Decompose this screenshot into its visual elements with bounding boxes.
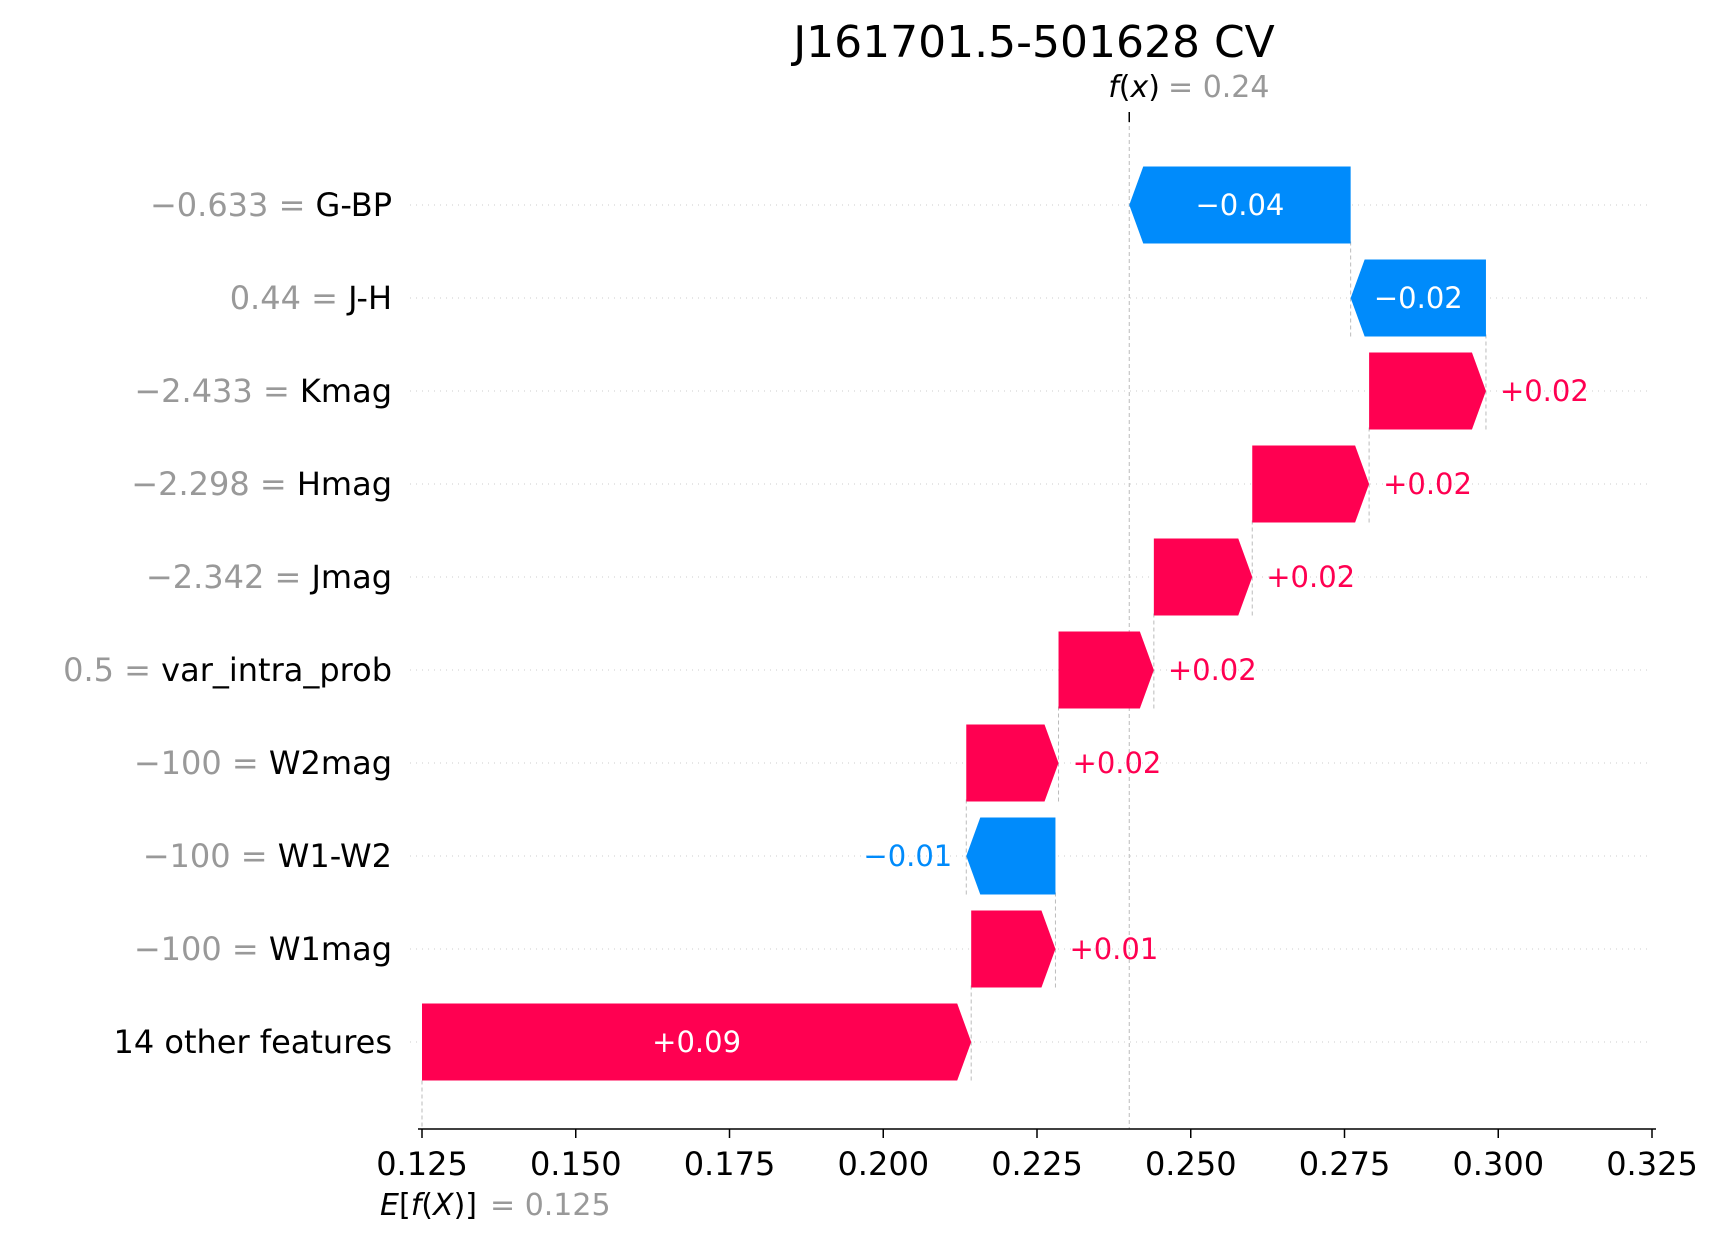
- bar-jmag: [1153, 538, 1253, 616]
- bar-w2mag: [966, 724, 1059, 802]
- base-annotation: E[f(X)] = 0.125: [380, 1188, 611, 1223]
- feature-label: −2.433 = Kmag: [134, 372, 392, 410]
- bar-14-other-features: [422, 1003, 972, 1081]
- bar-hmag: [1252, 445, 1370, 523]
- x-tick-label: 0.225: [991, 1145, 1083, 1183]
- feature-labels: −0.633 = G-BP 0.44 = J-H −2.433 = Kmag −2.2…: [63, 186, 392, 1061]
- bar-value-label: −0.01: [863, 839, 952, 873]
- feature-label: −100 = W1mag: [134, 930, 392, 968]
- bar-value-label: +0.02: [1168, 653, 1257, 687]
- reference-lines: [421, 112, 1487, 1129]
- feature-label: 0.5 = var_intra_prob: [63, 651, 392, 689]
- bar-value-label: +0.02: [1500, 374, 1589, 408]
- bar-w1-w2: [966, 817, 1056, 895]
- bar-g-bp: [1129, 166, 1351, 244]
- feature-label: −2.342 = Jmag: [146, 558, 392, 596]
- x-tick-label: 0.325: [1606, 1145, 1698, 1183]
- x-tick-label: 0.300: [1452, 1145, 1544, 1183]
- feature-label: 0.44 = J-H: [230, 279, 392, 317]
- bar-var-intra-prob: [1058, 631, 1154, 709]
- output-value: = 0.24: [1168, 70, 1269, 105]
- bar-kmag: [1369, 352, 1486, 430]
- base-label: E[f(X)]: [380, 1188, 477, 1223]
- x-tick-label: 0.275: [1299, 1145, 1391, 1183]
- bar-value-label: +0.09: [652, 1025, 741, 1059]
- feature-label: −0.633 = G-BP: [150, 186, 392, 224]
- chart-title: J161701.5-501628 CV: [790, 17, 1275, 68]
- feature-label: −100 = W1-W2: [143, 837, 392, 875]
- x-tick-label: 0.175: [684, 1145, 776, 1183]
- bar-value-label: −0.04: [1196, 188, 1285, 222]
- bar-j-h: [1350, 259, 1486, 337]
- bar-value-label: +0.02: [1266, 560, 1355, 594]
- bar-value-label: +0.01: [1069, 932, 1158, 966]
- x-tick-label: 0.150: [530, 1145, 622, 1183]
- bars: −0.04 −0.02 +0.02 +0.02 +0.02 +0.02 +0.02 −0.01…: [422, 166, 1589, 1081]
- bar-value-label: −0.02: [1374, 281, 1463, 315]
- x-axis: 0.125 0.150 0.175 0.200 0.225 0.250 0.275 0.300…: [376, 1128, 1698, 1183]
- bar-w1mag: [971, 910, 1056, 988]
- x-tick-label: 0.200: [837, 1145, 929, 1183]
- feature-label: 14 other features: [113, 1023, 392, 1061]
- output-annotation: f(x) = 0.24: [1108, 70, 1269, 105]
- x-tick-label: 0.250: [1145, 1145, 1237, 1183]
- feature-label: −2.298 = Hmag: [131, 465, 392, 503]
- bar-value-label: +0.02: [1383, 467, 1472, 501]
- output-label: f(x): [1108, 70, 1160, 105]
- feature-label: −100 = W2mag: [134, 744, 392, 782]
- base-value: = 0.125: [490, 1188, 611, 1223]
- bar-value-label: +0.02: [1073, 746, 1162, 780]
- x-tick-label: 0.125: [376, 1145, 468, 1183]
